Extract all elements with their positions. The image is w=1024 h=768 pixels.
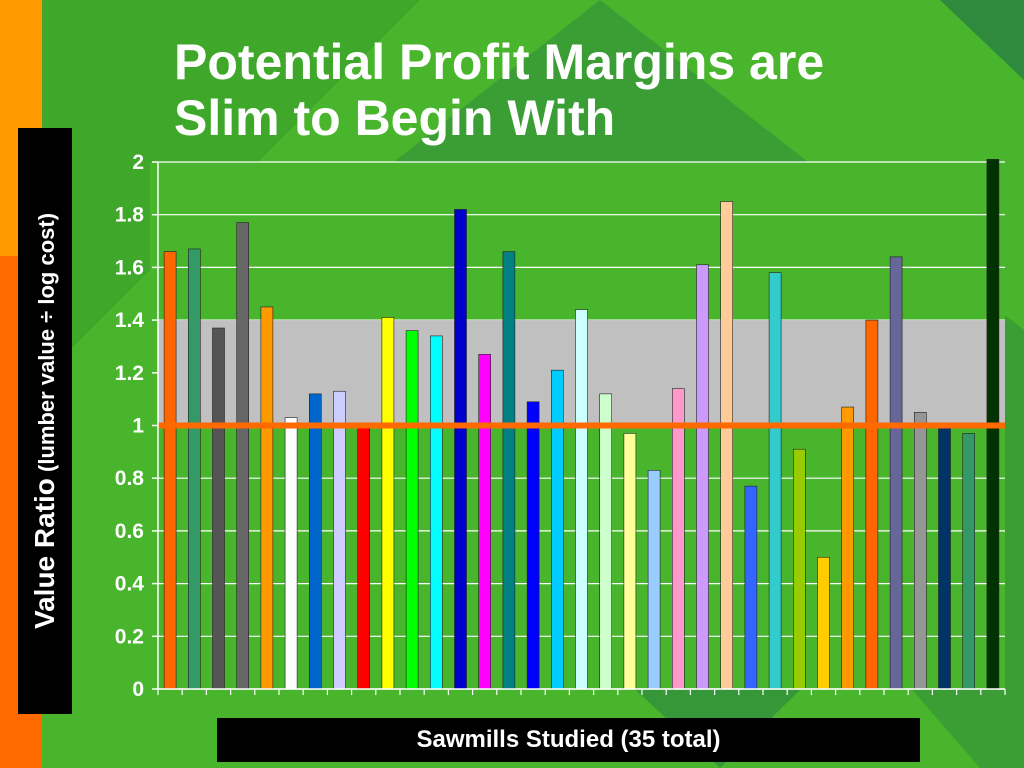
- y-tick-label: 1.6: [115, 256, 144, 279]
- bar: [865, 319, 879, 690]
- bar: [478, 354, 492, 690]
- y-tick-label: 1.8: [115, 204, 145, 227]
- bar: [623, 433, 637, 690]
- bar: [792, 448, 806, 690]
- bar: [429, 335, 443, 690]
- y-axis-label-box: [18, 128, 72, 714]
- bar: [768, 272, 782, 690]
- bar: [333, 390, 346, 690]
- bar: [962, 433, 976, 690]
- y-tick-label: 0.8: [115, 467, 145, 490]
- y-tick-label: 1: [132, 415, 144, 438]
- bar: [212, 327, 225, 690]
- bar: [889, 256, 903, 690]
- bar: [550, 369, 564, 690]
- bar: [236, 222, 249, 690]
- bar: [841, 406, 855, 690]
- bar: [188, 248, 201, 690]
- bar: [526, 401, 540, 690]
- bar: [671, 388, 685, 690]
- bar: [744, 485, 758, 690]
- y-tick-label: 1.4: [115, 309, 145, 332]
- title-line-1: Potential Profit Margins are: [174, 34, 825, 90]
- bar: [817, 556, 830, 690]
- bar: [938, 425, 951, 690]
- bar: [696, 264, 709, 690]
- y-tick-label: 0.2: [115, 625, 144, 648]
- y-tick-label: 0: [132, 678, 144, 701]
- y-tick-label: 1.2: [115, 362, 144, 385]
- bar: [720, 201, 734, 690]
- bar: [357, 425, 371, 690]
- bar: [284, 417, 298, 690]
- bar: [308, 393, 322, 690]
- bar: [163, 251, 177, 690]
- slide-title: Potential Profit Margins are Slim to Beg…: [174, 34, 824, 146]
- bar: [454, 209, 467, 690]
- x-axis-label: Sawmills Studied (35 total): [217, 718, 920, 762]
- y-tick-label: 2: [132, 151, 144, 174]
- title-line-2: Slim to Begin With: [174, 90, 616, 146]
- bar: [599, 393, 613, 690]
- bar: [575, 309, 588, 690]
- y-tick-label: 0.6: [115, 520, 144, 543]
- bar: [405, 330, 419, 690]
- bar: [647, 469, 661, 690]
- bar: [913, 412, 927, 690]
- y-tick-label: 0.4: [115, 573, 145, 596]
- bar: [260, 306, 274, 690]
- bar: [502, 251, 516, 690]
- bar: [381, 317, 395, 690]
